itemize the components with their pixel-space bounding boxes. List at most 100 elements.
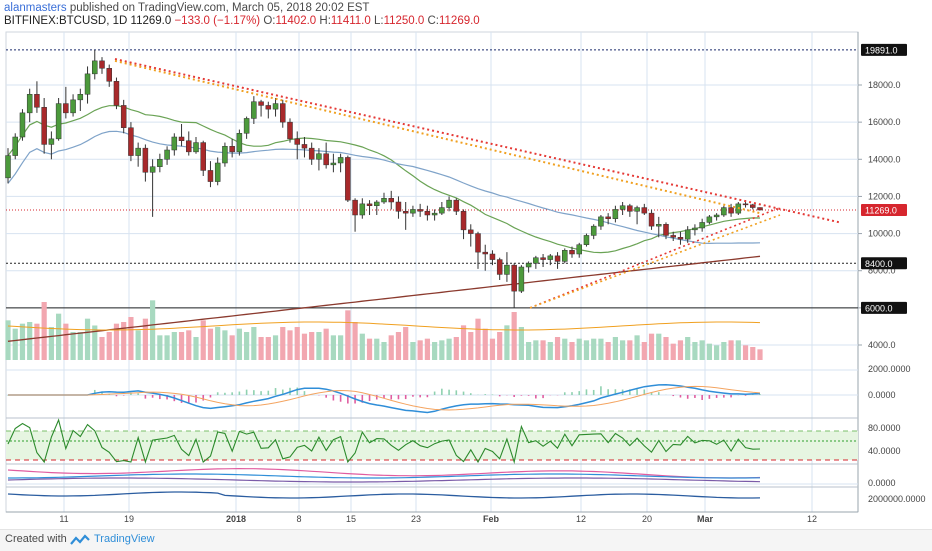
candle-body (476, 234, 481, 253)
candle-body (758, 208, 763, 210)
macd-histogram-bar (672, 395, 674, 396)
candle-body (403, 211, 408, 213)
candle-body (114, 81, 119, 105)
candle-body (396, 202, 401, 211)
macd-histogram-bar (434, 392, 436, 395)
time-axis-label: 23 (411, 514, 421, 524)
macd-histogram-bar (600, 386, 602, 395)
volume-bar (620, 340, 625, 360)
macd-histogram-bar (152, 395, 154, 398)
volume-bar (555, 337, 560, 360)
tradingview-logo-icon (69, 534, 91, 547)
macd-histogram-bar (268, 391, 270, 395)
tradingview-brand[interactable]: TradingView (94, 533, 155, 545)
candle-body (186, 141, 191, 152)
candle-body (570, 250, 575, 254)
macd-histogram-bar (680, 395, 682, 398)
candle-body (128, 128, 133, 156)
candle-body (194, 143, 199, 152)
candle-body (541, 258, 546, 260)
macd-histogram-bar (217, 392, 219, 395)
candle-body (707, 217, 712, 223)
candle-body (389, 198, 394, 202)
macd-histogram-bar (571, 392, 573, 395)
time-axis-label: 11 (59, 514, 68, 524)
volume-bar (237, 329, 242, 360)
candle-body (259, 102, 264, 106)
candle-body (367, 204, 372, 206)
macd-histogram-bar (658, 392, 660, 395)
candle-body (71, 100, 76, 113)
macd-histogram-bar (709, 395, 711, 399)
candle-body (165, 150, 170, 159)
candle-body (273, 104, 278, 110)
volume-bar (584, 340, 589, 360)
candle-body (461, 211, 466, 230)
macd-histogram-bar (564, 392, 566, 395)
price-tick-label: 4000.0 (868, 340, 896, 350)
volume-bar (258, 337, 263, 360)
macd-histogram-bar (340, 395, 342, 402)
macd-histogram-bar (542, 395, 544, 398)
volume-bar (230, 335, 235, 360)
macd-histogram-bar (202, 395, 204, 401)
candle-body (360, 204, 365, 215)
volume-bar (671, 344, 676, 360)
candle-body (548, 256, 553, 260)
candle-body (382, 198, 387, 202)
volume-bar (396, 332, 401, 360)
time-axis-label: 20 (642, 514, 652, 524)
volume-bar (591, 339, 596, 360)
macd-histogram-bar (456, 390, 458, 395)
macd-histogram-bar (412, 395, 414, 397)
macd-axis-label: 2000.0000 (868, 364, 911, 374)
time-axis-label: 15 (346, 514, 356, 524)
candle-body (85, 74, 90, 94)
macd-histogram-bar (333, 395, 335, 400)
price-tag-label: 6000.0 (865, 303, 893, 313)
price-tag-label: 11269.0 (865, 206, 897, 216)
volume-bar (172, 332, 177, 360)
volume-bar (345, 310, 350, 360)
macd-histogram-bar (448, 390, 450, 395)
macd-histogram-bar (607, 389, 609, 395)
volume-bar (540, 340, 545, 360)
volume-bar (425, 339, 430, 360)
candle-body (447, 200, 452, 207)
candle-body (700, 222, 705, 228)
candle-body (555, 256, 560, 262)
candle-body (533, 258, 538, 264)
candle-body (316, 154, 321, 160)
volume-bar (432, 342, 437, 360)
macd-histogram-bar (528, 395, 530, 396)
price-tick-label: 10000.0 (868, 229, 901, 239)
candle-body (92, 61, 97, 74)
candle-body (13, 137, 18, 156)
volume-bar (360, 334, 365, 360)
macd-histogram-bar (260, 391, 262, 395)
macd-histogram-bar (716, 395, 718, 398)
volume-bar (743, 345, 748, 360)
macd-histogram-bar (116, 395, 118, 396)
price-tag-label: 19891.0 (865, 45, 898, 55)
macd-histogram-bar (159, 395, 161, 399)
candle-body (439, 208, 444, 214)
volume-bar (208, 329, 213, 360)
volume-bar (324, 329, 329, 360)
candle-body (526, 263, 531, 267)
volume-bar (678, 340, 683, 360)
volume-bar (338, 335, 343, 360)
volume-bar (56, 314, 61, 360)
candle-body (750, 205, 755, 208)
volume-bar (381, 342, 386, 360)
volume-bar (78, 332, 83, 360)
volume-bar (598, 339, 603, 360)
macd-histogram-bar (369, 395, 371, 401)
volume-bar (627, 340, 632, 360)
candle-body (150, 167, 155, 173)
candle-body (432, 213, 437, 215)
price-tick-label: 16000.0 (868, 117, 901, 127)
candle-body (201, 143, 206, 171)
macd-histogram-bar (224, 393, 226, 395)
